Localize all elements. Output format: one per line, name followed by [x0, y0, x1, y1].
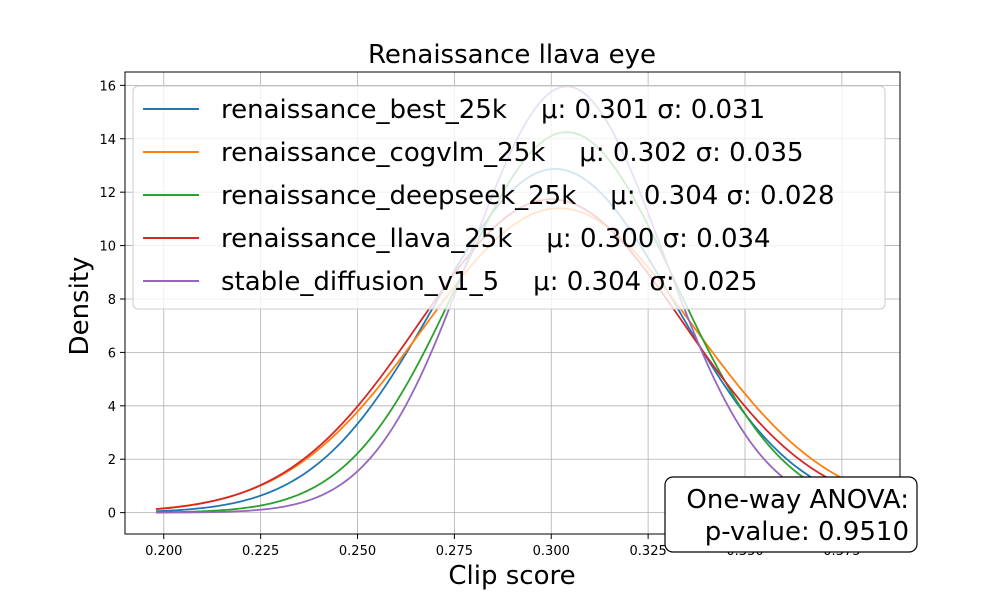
y-tick-label: 0 — [108, 507, 116, 522]
legend-entry-renaissance-llava-25k: renaissance_llava_25k μ: 0.300 σ: 0.034 — [221, 224, 771, 254]
legend-name: renaissance_deepseek_25k — [221, 181, 576, 211]
legend-name: renaissance_best_25k — [221, 95, 507, 125]
chart-title: Renaissance llava eye — [368, 40, 656, 70]
x-axis-label: Clip score — [448, 561, 575, 591]
legend-stats: μ: 0.301 σ: 0.031 — [541, 95, 765, 125]
y-tick-label: 4 — [108, 400, 116, 415]
y-tick-label: 10 — [99, 240, 116, 255]
x-tick-label: 0.325 — [630, 544, 667, 559]
y-tick-label: 6 — [108, 346, 116, 361]
plot-frame — [124, 71, 901, 535]
annotation-line-2: p-value: 0.9510 — [705, 517, 909, 547]
legend-stats: μ: 0.304 σ: 0.028 — [610, 181, 834, 211]
legend-entry-renaissance-deepseek-25k: renaissance_deepseek_25k μ: 0.304 σ: 0.02… — [221, 181, 834, 211]
y-axis-ticks: 0 2 4 6 8 10 12 14 16 — [99, 79, 125, 522]
x-tick-label: 0.300 — [533, 544, 570, 559]
legend-entry-stable-diffusion-v1-5: stable_diffusion_v1_5 μ: 0.304 σ: 0.025 — [221, 267, 757, 297]
x-tick-label: 0.225 — [242, 544, 279, 559]
legend: renaissance_best_25k μ: 0.301 σ: 0.031ren… — [132, 85, 886, 310]
y-tick-label: 16 — [99, 79, 116, 94]
x-tick-label: 0.250 — [339, 544, 376, 559]
y-tick-label: 8 — [108, 293, 116, 308]
legend-stats: μ: 0.302 σ: 0.035 — [579, 138, 803, 168]
y-tick-label: 14 — [99, 133, 116, 148]
annotation-box — [664, 476, 918, 553]
x-tick-label: 0.275 — [436, 544, 473, 559]
y-tick-label: 2 — [108, 453, 116, 468]
annotation-line-1: One-way ANOVA: — [686, 485, 909, 515]
legend-frame — [132, 85, 886, 310]
anova-annotation: One-way ANOVA: p-value: 0.9510 — [664, 476, 918, 553]
legend-stats: μ: 0.304 σ: 0.025 — [533, 267, 757, 297]
legend-entry-renaissance-cogvlm-25k: renaissance_cogvlm_25k μ: 0.302 σ: 0.035 — [221, 138, 804, 168]
x-tick-label: 0.200 — [145, 544, 182, 559]
legend-stats: μ: 0.300 σ: 0.034 — [546, 224, 770, 254]
legend-name: renaissance_cogvlm_25k — [221, 138, 545, 168]
legend-name: stable_diffusion_v1_5 — [221, 267, 499, 297]
y-axis-label: Density — [65, 257, 95, 356]
legend-name: renaissance_llava_25k — [221, 224, 512, 254]
legend-items: renaissance_best_25k μ: 0.301 σ: 0.031ren… — [143, 95, 834, 297]
y-tick-label: 12 — [99, 186, 116, 201]
legend-entry-renaissance-best-25k: renaissance_best_25k μ: 0.301 σ: 0.031 — [221, 95, 765, 125]
